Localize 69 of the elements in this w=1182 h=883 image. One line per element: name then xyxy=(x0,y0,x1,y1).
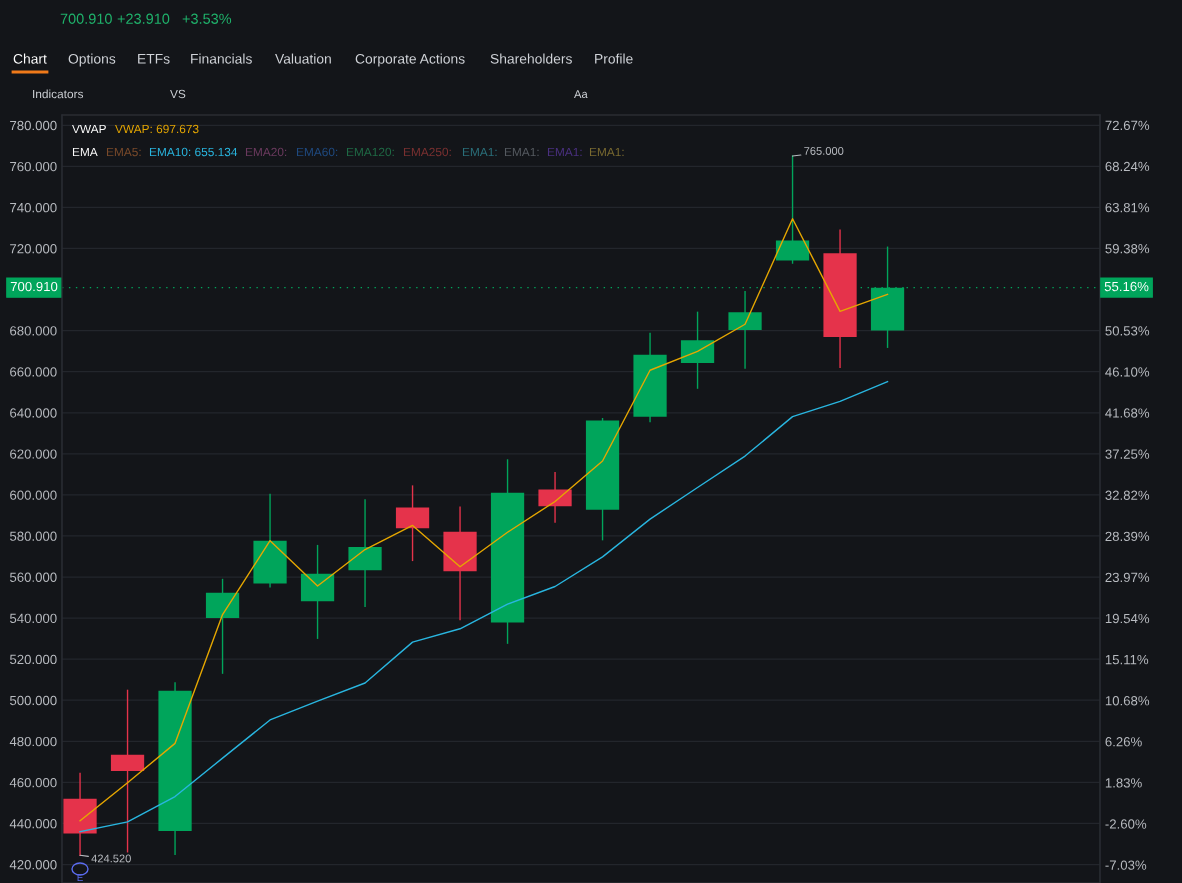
y2-tick-label: 63.81% xyxy=(1105,202,1150,213)
y-tick-label: 740.000 xyxy=(10,202,57,213)
annotation: EMA60: xyxy=(296,147,338,157)
ref-line-label: 700.910 xyxy=(10,281,58,292)
text: Chart xyxy=(13,53,47,64)
y-tick-label: 580.000 xyxy=(9,531,57,541)
y-tick-label: 600.000 xyxy=(10,490,57,500)
annotation: EMA20: xyxy=(245,147,287,157)
text: Corporate Actions xyxy=(355,53,465,67)
text: VS xyxy=(170,89,186,99)
y-tick-label: 780.000 xyxy=(10,120,57,131)
y-tick-label: 540.000 xyxy=(9,613,57,624)
text: +3.53% xyxy=(182,13,232,24)
text: Financials xyxy=(191,53,252,64)
annotation: EMA120: xyxy=(346,147,394,157)
annotation: E xyxy=(77,874,83,881)
annotation: EMA1: xyxy=(589,147,624,157)
y2-tick-label: -7.03% xyxy=(1105,860,1147,870)
y2-tick-label: 59.38% xyxy=(1105,244,1150,254)
annotation: EMA1: xyxy=(547,147,582,157)
y2-tick-label: 72.67% xyxy=(1105,120,1150,131)
y2-tick-label: -2.60% xyxy=(1105,819,1147,829)
y-tick-label: 640.000 xyxy=(10,408,57,418)
y-tick-label: 620.000 xyxy=(10,449,57,459)
y-tick-label: 460.000 xyxy=(9,777,57,788)
y2-tick-label: 1.83% xyxy=(1105,778,1142,788)
y2-tick-label: 23.97% xyxy=(1105,572,1150,583)
y-tick-label: 660.000 xyxy=(10,367,57,377)
y-tick-label: 480.000 xyxy=(9,736,57,747)
annotation: EMA1: xyxy=(504,147,539,157)
text: VWAP: 697.673 xyxy=(115,124,199,134)
text: Profile xyxy=(595,53,633,64)
y2-tick-label: 15.11% xyxy=(1105,655,1149,665)
y2-tick-label: 46.10% xyxy=(1105,367,1150,377)
annotation: VWAP xyxy=(72,124,106,134)
text: +23.910 xyxy=(117,13,170,24)
y2-tick-label: 10.68% xyxy=(1105,696,1150,706)
candlestick xyxy=(110,689,145,853)
y2-tick-label: 32.82% xyxy=(1105,490,1150,500)
text: Options xyxy=(68,53,116,67)
text: EMA10: 655.134 xyxy=(149,147,238,157)
y2-tick-label: 50.53% xyxy=(1105,326,1150,336)
y-tick-label: 520.000 xyxy=(9,654,57,665)
y-tick-label: 760.000 xyxy=(10,161,57,172)
annotation: 765.000 xyxy=(804,147,844,155)
y2-tick-label: 19.54% xyxy=(1105,613,1150,624)
y-tick-label: 500.000 xyxy=(9,695,57,706)
y2-tick-label: 6.26% xyxy=(1105,737,1142,747)
text: Indicators xyxy=(33,89,84,99)
y2-tick-label: 41.68% xyxy=(1105,408,1150,418)
y-tick-label: 440.000 xyxy=(9,819,57,829)
y2-tick-label: 28.39% xyxy=(1105,531,1150,542)
text: Aa xyxy=(574,90,588,99)
annotation: 424.520 xyxy=(91,854,131,863)
y-tick-label: 680.000 xyxy=(10,326,57,336)
annotation: EMA250: xyxy=(403,147,451,157)
annotation: EMA xyxy=(72,147,98,157)
y-tick-label: 720.000 xyxy=(10,244,57,254)
y-tick-label: 560.000 xyxy=(9,572,57,582)
y2-tick-label: 68.24% xyxy=(1105,161,1150,172)
y-tick-label: 420.000 xyxy=(9,860,57,870)
annotation: EMA1: xyxy=(462,147,497,157)
y2-tick-label: 37.25% xyxy=(1105,449,1150,459)
text: Valuation xyxy=(275,53,331,64)
text: ETFs xyxy=(138,54,170,64)
ref-line-label: 55.16% xyxy=(1104,281,1149,292)
text: Shareholders xyxy=(490,53,572,64)
annotation: EMA5: xyxy=(106,147,141,157)
text: 700.910 xyxy=(60,13,112,24)
